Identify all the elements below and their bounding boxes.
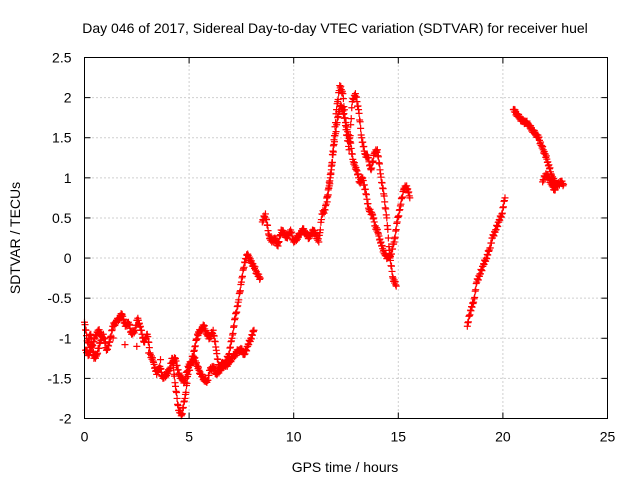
data-point — [471, 293, 479, 301]
data-point — [383, 214, 391, 222]
data-point — [356, 118, 364, 126]
data-point — [173, 389, 181, 397]
y-tick-label: -0.5 — [47, 290, 71, 306]
data-point — [133, 342, 141, 350]
data-point — [380, 192, 388, 200]
data-point — [374, 153, 382, 161]
data-point — [373, 146, 381, 154]
y-tick-label: 0 — [64, 250, 72, 266]
data-point — [501, 194, 509, 202]
y-tick-label: 1.5 — [52, 130, 72, 146]
data-point — [392, 282, 400, 290]
data-point — [348, 104, 356, 112]
data-point — [332, 119, 340, 127]
series-arc-4 — [509, 105, 568, 190]
x-axis-ticks: 0 5 10 15 20 25 — [81, 57, 616, 445]
y-tick-label: 1 — [64, 170, 72, 186]
data-point — [347, 115, 355, 123]
data-point — [238, 272, 246, 280]
x-tick-label: 15 — [391, 429, 407, 445]
data-point — [355, 109, 363, 117]
y-tick-label: -1 — [59, 330, 72, 346]
x-tick-label: 0 — [81, 429, 89, 445]
data-point — [333, 106, 341, 114]
data-point — [326, 180, 334, 188]
y-axis-label: SDTVAR / TECUs — [7, 182, 23, 294]
data-point — [339, 95, 347, 103]
plot-frame — [84, 57, 608, 419]
data-point — [315, 238, 323, 246]
data-point — [328, 159, 336, 167]
x-tick-label: 20 — [495, 429, 511, 445]
data-point — [332, 128, 340, 136]
data-point — [97, 330, 105, 338]
data-point — [329, 142, 337, 150]
data-point — [384, 225, 392, 233]
y-tick-label: 2.5 — [52, 50, 72, 66]
data-point — [384, 234, 392, 242]
data-point — [382, 205, 390, 213]
data-point — [157, 356, 165, 364]
x-tick-label: 25 — [600, 429, 616, 445]
data-point — [345, 146, 353, 154]
x-tick-label: 5 — [185, 429, 193, 445]
data-point — [324, 191, 332, 199]
series-arc-2b — [323, 82, 400, 290]
x-axis-label: GPS time / hours — [292, 459, 399, 475]
data-point — [230, 322, 238, 330]
y-tick-label: -1.5 — [47, 370, 71, 386]
data-point — [173, 394, 181, 402]
data-point — [121, 341, 129, 349]
series-arc-3 — [463, 194, 509, 330]
data-points — [81, 82, 568, 420]
data-point — [316, 226, 324, 234]
data-point — [235, 296, 243, 304]
y-tick-label: -2 — [59, 411, 72, 427]
data-point — [551, 186, 559, 194]
x-tick-label: 10 — [286, 429, 302, 445]
data-point — [250, 326, 258, 334]
data-point — [256, 274, 264, 282]
data-point — [381, 198, 389, 206]
series-arc-1 — [81, 250, 264, 420]
data-point — [375, 160, 383, 168]
data-point — [392, 226, 400, 234]
data-point — [334, 96, 342, 104]
data-point — [340, 106, 348, 114]
data-point — [229, 330, 237, 338]
y-axis-ticks: -2 -1.5 -1 -0.5 0 0.5 1 1.5 2 2.5 — [47, 50, 608, 427]
data-point — [406, 194, 414, 202]
series-arc-4b — [539, 170, 559, 194]
data-point — [109, 334, 117, 342]
data-point — [347, 121, 355, 129]
y-tick-label: 0.5 — [52, 210, 72, 226]
data-point — [327, 170, 335, 178]
data-point — [236, 287, 244, 295]
data-point — [346, 132, 354, 140]
data-point — [145, 349, 153, 357]
series-arc-1b — [82, 326, 258, 387]
data-point — [391, 233, 399, 241]
chart-title: Day 046 of 2017, Sidereal Day-to-day VTE… — [82, 20, 588, 36]
data-point — [357, 124, 365, 132]
data-point — [341, 114, 349, 122]
grid — [84, 57, 608, 419]
data-point — [472, 286, 480, 294]
data-point — [560, 180, 568, 188]
data-point — [182, 388, 190, 396]
data-point — [385, 246, 393, 254]
data-point — [330, 132, 338, 140]
data-point — [346, 138, 354, 146]
y-tick-label: 2 — [64, 90, 72, 106]
